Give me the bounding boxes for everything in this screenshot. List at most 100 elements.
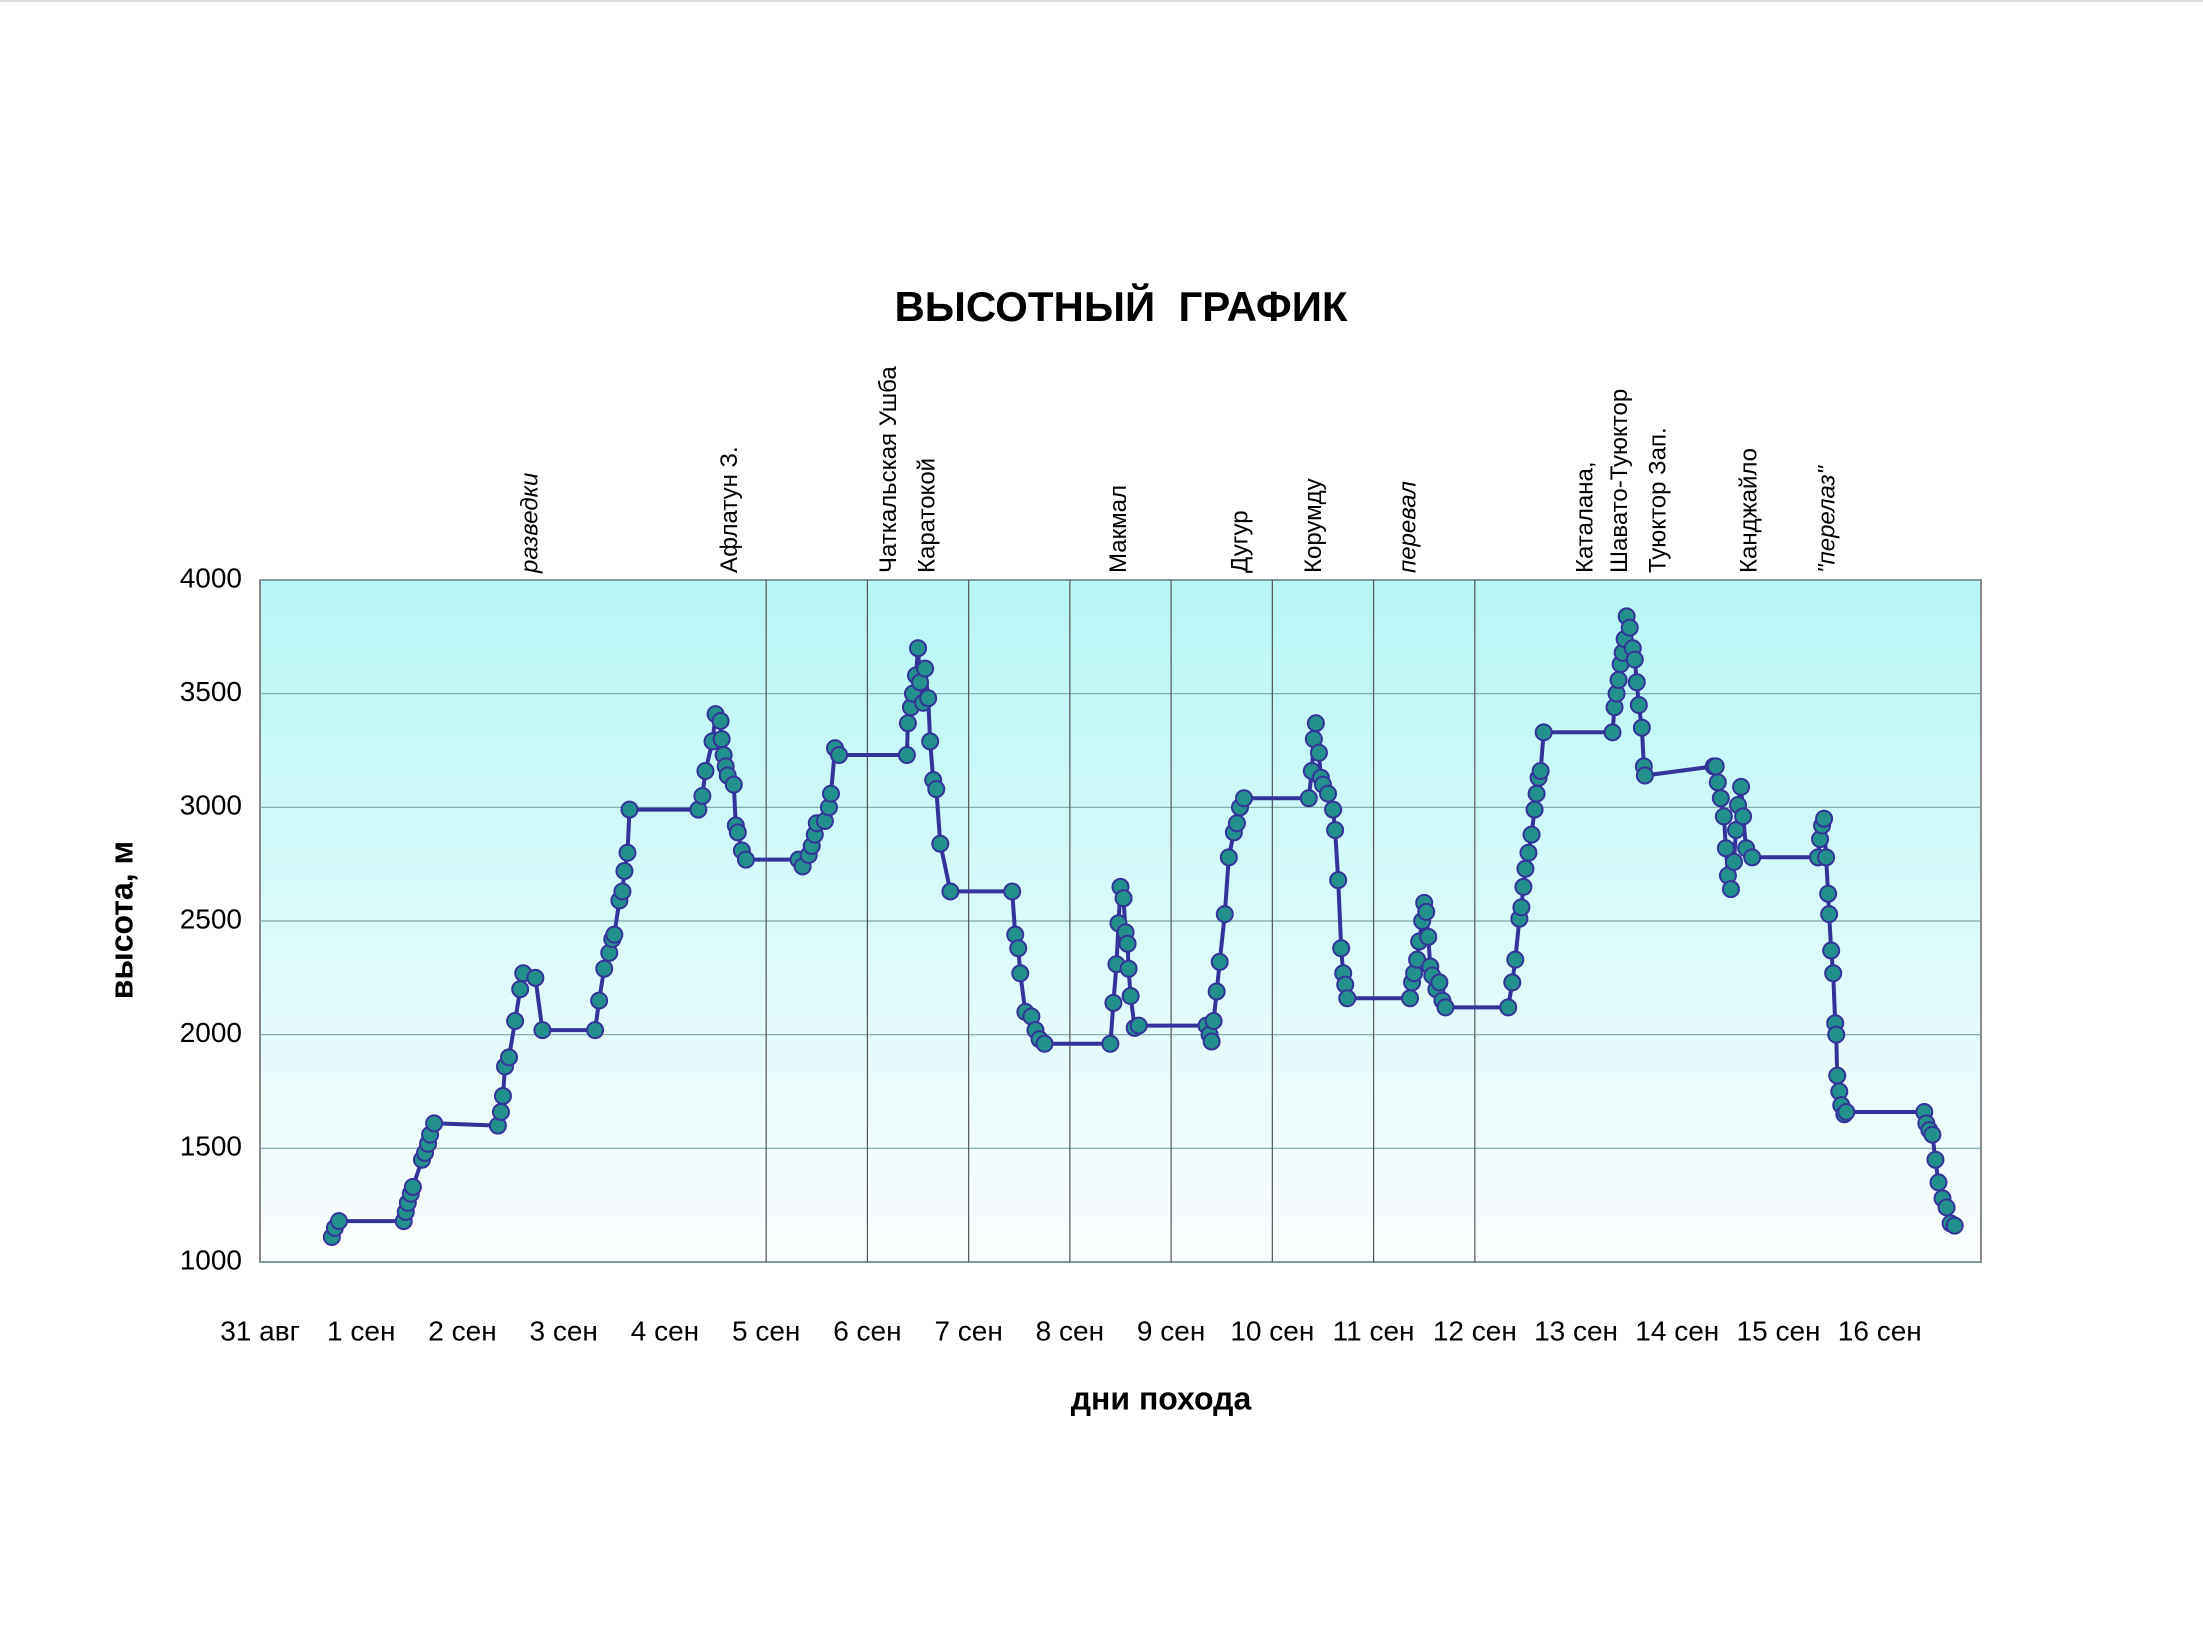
data-point [1401, 989, 1420, 1008]
data-point [1519, 843, 1538, 862]
annotation: разведки [517, 473, 544, 574]
y-tick-label: 3500 [180, 676, 242, 707]
data-point [1635, 766, 1654, 785]
data-point [1210, 952, 1229, 971]
data-point [1819, 884, 1838, 903]
data-point [511, 980, 530, 999]
data-point [1926, 1150, 1945, 1169]
data-point [615, 861, 634, 880]
data-point [1534, 723, 1553, 742]
data-point [1945, 1216, 1964, 1235]
data-point [1129, 1016, 1148, 1035]
data-point [506, 1012, 525, 1031]
x-tick-label: 4 сен [631, 1315, 699, 1346]
data-point [1417, 902, 1436, 921]
data-point [1820, 905, 1839, 924]
data-point [1706, 757, 1725, 776]
annotation: Каратокой [913, 458, 940, 573]
data-point [1202, 1032, 1221, 1051]
data-point [1815, 809, 1834, 828]
data-point [724, 775, 743, 794]
data-point [728, 823, 747, 842]
data-point [1629, 696, 1648, 715]
x-tick-label: 15 сен [1737, 1315, 1821, 1346]
data-point [921, 732, 940, 751]
annotation: Канджайло [1736, 448, 1763, 573]
data-point [898, 714, 917, 733]
data-point [1609, 671, 1628, 690]
data-point [1714, 807, 1733, 826]
data-point [927, 780, 946, 799]
annotation: Макмал [1105, 485, 1132, 573]
data-point [821, 784, 840, 803]
data-point [1332, 939, 1351, 958]
data-point [1522, 825, 1541, 844]
data-point [1329, 871, 1348, 890]
data-point [941, 882, 960, 901]
data-point [491, 1102, 510, 1121]
data-point [897, 746, 916, 765]
annotation: Дугур [1226, 510, 1253, 573]
x-tick-label: 3 сен [530, 1315, 598, 1346]
data-point [1227, 814, 1246, 833]
data-point [425, 1114, 444, 1133]
data-point [1219, 848, 1238, 867]
data-point [1708, 773, 1727, 792]
data-point [909, 639, 928, 658]
data-point [1711, 789, 1730, 808]
data-point [693, 786, 712, 805]
annotation: Туюктор Зап. [1644, 427, 1671, 573]
data-point [1929, 1173, 1948, 1192]
data-point [1512, 898, 1531, 917]
data-point [329, 1212, 348, 1231]
x-tick-label: 1 сен [327, 1315, 395, 1346]
data-point [1324, 800, 1343, 819]
annotation: Каталана, [1572, 462, 1599, 574]
data-point [1531, 761, 1550, 780]
data-point [605, 925, 624, 944]
x-tick-label: 5 сен [732, 1315, 800, 1346]
data-point [1527, 784, 1546, 803]
data-point [1716, 839, 1735, 858]
data-point [1721, 880, 1740, 899]
annotation: Афлатун З. [716, 446, 743, 573]
data-point [1003, 882, 1022, 901]
y-tick-label: 4000 [180, 562, 242, 593]
data-point [1035, 1034, 1054, 1053]
x-tick-label: 13 сен [1534, 1315, 1618, 1346]
data-point [711, 711, 730, 730]
data-point [1009, 939, 1028, 958]
data-point [1732, 777, 1751, 796]
data-point [919, 689, 938, 708]
data-point [1525, 800, 1544, 819]
y-tick-label: 1000 [180, 1244, 242, 1275]
data-point [1207, 982, 1226, 1001]
data-point [526, 968, 545, 987]
x-tick-label: 7 сен [934, 1315, 1002, 1346]
data-point [712, 730, 731, 749]
data-point [1724, 852, 1743, 871]
data-point [1822, 941, 1841, 960]
data-point [1235, 789, 1254, 808]
data-point [403, 1177, 422, 1196]
data-point [1436, 998, 1455, 1017]
data-point [1937, 1198, 1956, 1217]
data-point [1827, 1025, 1846, 1044]
x-tick-label: 8 сен [1036, 1315, 1104, 1346]
data-point [931, 834, 950, 853]
data-point [1824, 964, 1843, 983]
data-point [1620, 618, 1639, 637]
chart-title: ВЫСОТНЫЙ ГРАФИК [894, 282, 1347, 330]
data-point [1516, 859, 1535, 878]
data-point [1119, 959, 1138, 978]
x-axis-label: дни похода [1071, 1380, 1252, 1416]
data-point [1326, 821, 1345, 840]
data-point [1319, 784, 1338, 803]
data-point [590, 991, 609, 1010]
data-point [1306, 714, 1325, 733]
data-point [736, 850, 755, 869]
data-point [586, 1021, 605, 1040]
data-point [1828, 1066, 1847, 1085]
data-point [1625, 650, 1644, 669]
